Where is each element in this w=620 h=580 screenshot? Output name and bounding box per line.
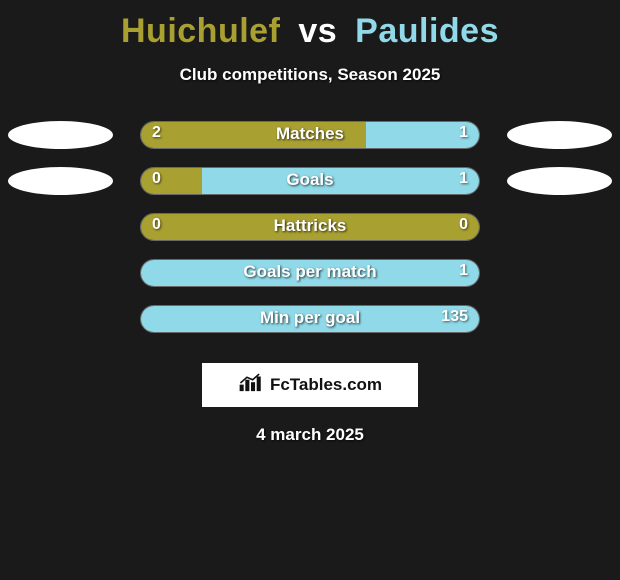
- stat-row: 1Goals per match: [0, 259, 620, 305]
- player1-marker: [8, 121, 113, 149]
- title-vs: vs: [298, 12, 337, 50]
- player2-value: 0: [459, 216, 468, 234]
- player1-marker: [8, 167, 113, 195]
- comparison-infographic: Huichulef vs Paulides Club competitions,…: [0, 0, 620, 580]
- stat-bar-track: [140, 213, 480, 241]
- stat-row: 135Min per goal: [0, 305, 620, 351]
- stat-row: 21Matches: [0, 121, 620, 167]
- stat-bar-track: [140, 121, 480, 149]
- player2-value: 1: [459, 262, 468, 280]
- player2-value: 1: [459, 124, 468, 142]
- badge-text: FcTables.com: [270, 375, 382, 395]
- player2-marker: [507, 167, 612, 195]
- stat-row: 00Hattricks: [0, 213, 620, 259]
- player2-bar: [202, 168, 479, 194]
- player2-bar: [141, 306, 479, 332]
- player1-bar: [141, 214, 479, 240]
- player1-value: 2: [152, 124, 161, 142]
- player2-marker: [507, 121, 612, 149]
- player2-bar: [141, 260, 479, 286]
- stat-bar-track: [140, 259, 480, 287]
- title-player1: Huichulef: [121, 12, 280, 50]
- comparison-chart: 21Matches01Goals00Hattricks1Goals per ma…: [0, 121, 620, 351]
- stat-bar-track: [140, 167, 480, 195]
- player1-value: 0: [152, 170, 161, 188]
- player2-value: 1: [459, 170, 468, 188]
- player1-bar: [141, 168, 202, 194]
- player1-bar: [141, 122, 366, 148]
- source-badge: FcTables.com: [202, 363, 418, 407]
- stat-row: 01Goals: [0, 167, 620, 213]
- date-text: 4 march 2025: [0, 425, 620, 445]
- stat-bar-track: [140, 305, 480, 333]
- subtitle: Club competitions, Season 2025: [0, 65, 620, 85]
- bar-chart-icon: [238, 372, 264, 399]
- player1-value: 0: [152, 216, 161, 234]
- title-player2: Paulides: [355, 12, 499, 50]
- player2-value: 135: [441, 308, 468, 326]
- page-title: Huichulef vs Paulides: [0, 0, 620, 51]
